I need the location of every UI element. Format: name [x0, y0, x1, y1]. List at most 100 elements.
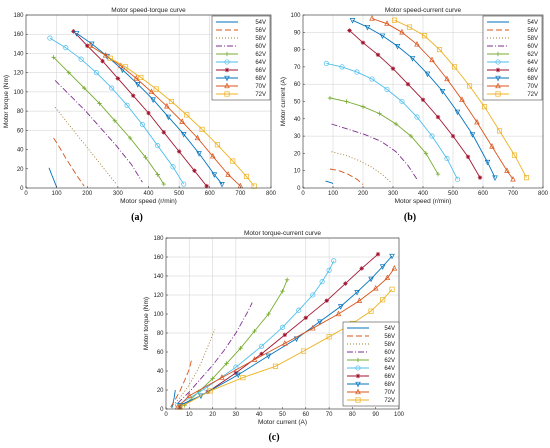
y-tick-label: 80 [157, 331, 164, 337]
data-point-70V [372, 284, 379, 291]
legend-label-56V: 56V [384, 334, 395, 340]
y-tick-label: 120 [13, 71, 24, 77]
data-point-68V [165, 114, 172, 121]
speed-current-chart: 0 100 200 300 400 500 600 700 800 0 10 20 30 40 50 60 70… [280, 7, 549, 205]
data-point-66V [176, 149, 182, 154]
data-point-62V [377, 111, 382, 116]
data-point-68V [469, 132, 476, 138]
legend-label-54V: 54V [384, 326, 395, 332]
data-point-70V [429, 56, 435, 63]
data-point-62V [423, 151, 429, 156]
legend-marker-68V [495, 75, 501, 82]
x-tick-label: 600 [478, 191, 489, 197]
data-point-62V [155, 172, 160, 177]
legend-label-62V: 62V [255, 52, 266, 58]
data-point-72V [481, 104, 488, 110]
data-point-70V [102, 51, 109, 58]
x-tick-label: 300 [388, 191, 399, 197]
legend-marker-70V [495, 82, 501, 89]
legend-label-70V: 70V [255, 84, 266, 90]
data-point-68V [235, 372, 241, 379]
legend-marker-64V [495, 59, 501, 65]
y-tick-label: 60 [294, 82, 301, 88]
legend-marker-66V [224, 67, 230, 73]
x-tick-label: 10 [186, 412, 193, 418]
legend-label-66V: 66V [384, 374, 395, 380]
data-point-64V [93, 70, 99, 76]
data-point-70V [210, 152, 216, 159]
data-point-72V [300, 348, 307, 354]
y-tick-label: 160 [13, 32, 24, 38]
legend-label-68V: 68V [384, 382, 395, 388]
panel-label-c: (c) [268, 432, 279, 443]
series-line-68V [76, 32, 223, 185]
series-line-70V [90, 45, 241, 187]
data-point-66V [282, 332, 288, 338]
chart-title: Motor speed-torque curve [111, 7, 186, 14]
y-tick-label: 20 [17, 167, 24, 173]
data-point-72V [107, 55, 113, 61]
data-point-66V [450, 133, 456, 139]
data-point-62V [210, 376, 215, 381]
data-point-68V [484, 159, 491, 166]
data-point-62V [266, 311, 271, 317]
y-axis-label: Motor torque (Nm) [143, 297, 150, 350]
legend-label-64V: 64V [384, 366, 395, 372]
speed-torque-chart: 0 100 200 300 400 500 600 700 800 0 20 40 60 80 100 120… [3, 7, 277, 205]
data-point-62V [112, 118, 118, 123]
y-tick-label: 10 [294, 169, 301, 175]
legend-label-60V: 60V [527, 44, 538, 50]
series-line-66V [179, 253, 379, 408]
data-point-68V [379, 33, 386, 40]
data-point-68V [492, 175, 498, 182]
y-tick-label: 140 [153, 274, 164, 280]
data-point-66V [85, 43, 90, 48]
x-tick-label: 800 [538, 191, 549, 197]
data-point-64V [323, 60, 329, 66]
x-tick-label: 40 [256, 412, 263, 418]
y-tick-label: 120 [153, 293, 164, 299]
data-point-62V [81, 85, 87, 91]
data-point-70V [414, 41, 420, 47]
data-point-72V [199, 126, 205, 132]
data-point-64V [296, 307, 302, 313]
data-point-68V [439, 88, 446, 95]
data-point-72V [230, 158, 236, 164]
legend-marker-72V [224, 91, 230, 97]
legend-marker-62V [495, 51, 501, 57]
data-point-68V [368, 276, 374, 283]
data-point-64V [63, 45, 69, 51]
x-tick-label: 700 [235, 191, 246, 197]
x-tick-label: 800 [266, 191, 277, 197]
data-point-68V [211, 172, 218, 178]
data-point-70V [179, 118, 185, 124]
data-point-70V [251, 356, 258, 362]
legend-label-58V: 58V [255, 36, 266, 42]
data-point-70V [459, 96, 465, 102]
data-point-62V [393, 121, 399, 127]
x-tick-label: 70 [326, 412, 333, 418]
data-point-64V [331, 258, 337, 264]
data-point-66V [303, 315, 308, 320]
data-point-72V [122, 64, 129, 70]
data-point-62V [66, 70, 72, 75]
data-point-72V [168, 98, 175, 105]
series-line-68V [179, 255, 393, 406]
series-line-72V [394, 19, 527, 178]
data-point-64V [319, 279, 325, 285]
x-tick-label: 700 [508, 191, 519, 197]
data-point-72V [326, 334, 332, 340]
series-line-60V [177, 302, 253, 404]
y-tick-label: 100 [153, 312, 164, 318]
y-tick-label: 0 [297, 186, 301, 192]
x-tick-label: 20 [209, 412, 216, 418]
y-tick-label: 30 [294, 134, 301, 140]
legend-marker-72V [495, 91, 501, 97]
data-point-66V [405, 82, 411, 87]
series-line-60V [54, 80, 143, 183]
data-point-72V [523, 175, 530, 181]
data-point-66V [390, 66, 396, 71]
torque-current-chart: 0 10 20 30 40 50 60 70 80 90 100 0 20 40 60 80 100 120 140… [143, 230, 405, 426]
legend-label-68V: 68V [527, 76, 538, 82]
data-point-72V [380, 297, 386, 303]
